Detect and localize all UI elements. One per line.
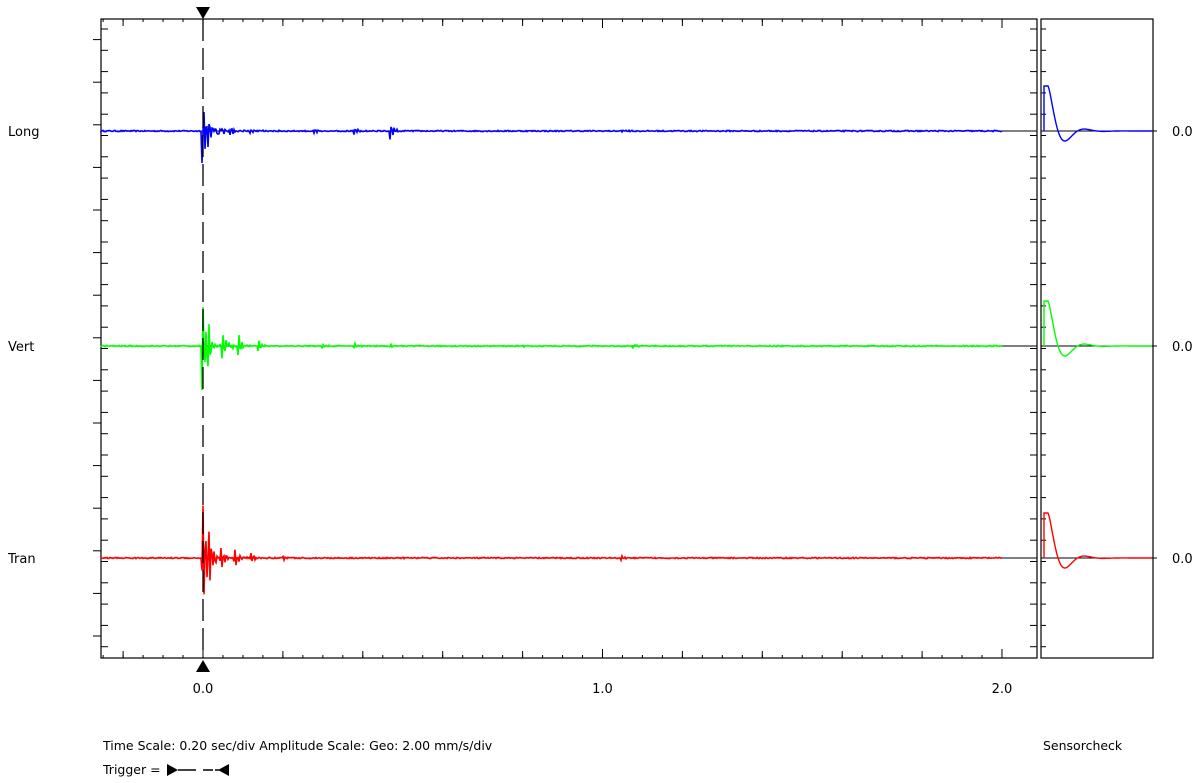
channel-value-vert: 0.0 (1172, 340, 1193, 355)
sensor-wave-long (1043, 85, 1152, 142)
chart-labels: Long 0.0 Vert 0.0 Tran 0.0 0.0 1.0 2.0 (7, 125, 1193, 697)
scale-info: Time Scale: 0.20 sec/div Amplitude Scale… (103, 738, 493, 753)
trace-vert (100, 307, 1003, 391)
x-tick-label: 1.0 (592, 682, 613, 697)
sensorcheck-traces (1043, 85, 1152, 569)
plot-frames (100, 18, 1154, 659)
main-plot-frame (100, 18, 1038, 659)
channel-label-tran: Tran (7, 552, 36, 567)
trigger-marker (196, 7, 210, 672)
trigger-bottom-arrow-icon (196, 660, 210, 672)
sensor-wave-tran (1043, 512, 1152, 569)
trigger-label: Trigger = (103, 762, 161, 777)
x-tick-label: 0.0 (193, 682, 214, 697)
channel-value-long: 0.0 (1172, 125, 1193, 140)
channel-traces (100, 111, 1003, 595)
sensorcheck-label: Sensorcheck (1043, 738, 1123, 753)
trigger-symbol-icon (166, 763, 229, 776)
trigger-top-arrow-icon (196, 7, 210, 19)
channel-value-tran: 0.0 (1172, 552, 1193, 567)
trigger-legend: Trigger = (103, 762, 231, 777)
channel-label-long: Long (8, 125, 39, 140)
sensorcheck-frame (1040, 18, 1154, 659)
channel-label-vert: Vert (8, 340, 34, 355)
x-tick-label: 2.0 (992, 682, 1013, 697)
trace-long (100, 111, 1003, 164)
axis-ticks (93, 19, 1046, 658)
sensor-wave-vert (1043, 300, 1152, 357)
trace-tran (100, 505, 1003, 595)
